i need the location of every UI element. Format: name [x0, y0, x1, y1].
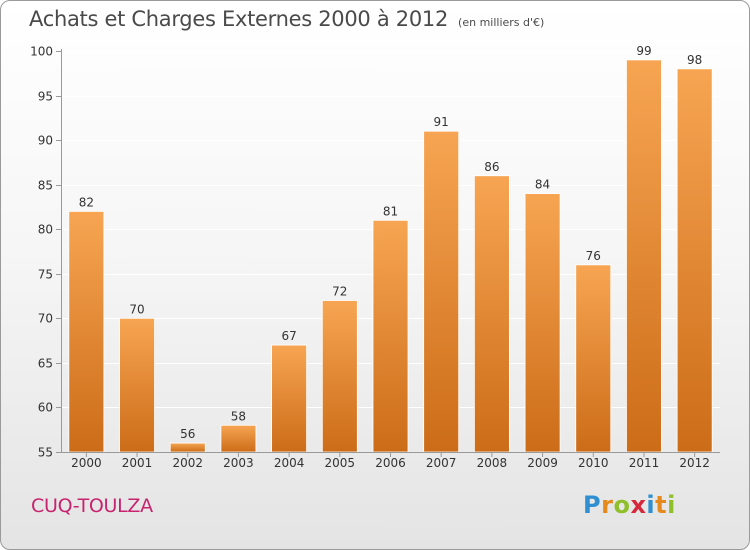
y-tick-label: 95: [38, 90, 53, 104]
data-label: 99: [636, 44, 651, 58]
x-tick-label: 2003: [223, 456, 254, 470]
bar-2010: [575, 264, 612, 453]
commune-name: CUQ-TOULZA: [31, 495, 153, 517]
y-tick-label: 100: [30, 45, 53, 59]
y-tick-label: 85: [38, 179, 53, 193]
x-tick-label: 2006: [375, 456, 406, 470]
data-label: 76: [586, 249, 601, 263]
data-label: 67: [281, 329, 296, 343]
x-tick-label: 2005: [325, 456, 356, 470]
bar-2007: [423, 130, 460, 453]
bar-2005: [321, 300, 358, 453]
x-tick-label: 2009: [527, 456, 558, 470]
x-tick-label: 2001: [122, 456, 153, 470]
y-tick-label: 60: [38, 401, 53, 415]
y-tick-label: 80: [38, 223, 53, 237]
data-label: 58: [231, 409, 246, 423]
x-tick-label: 2011: [629, 456, 660, 470]
x-tick-label: 2007: [426, 456, 457, 470]
data-label: 72: [332, 285, 347, 299]
chart-title-text: Achats et Charges Externes 2000 à 2012: [29, 7, 449, 31]
data-label: 82: [79, 195, 94, 209]
x-tick-label: 2004: [274, 456, 305, 470]
x-tick-label: 2000: [71, 456, 102, 470]
y-tick-label: 55: [38, 446, 53, 460]
data-label: 98: [687, 53, 702, 67]
data-label: 56: [180, 427, 195, 441]
bar-2008: [473, 175, 510, 453]
bar-2009: [524, 193, 561, 453]
y-tick-label: 75: [38, 268, 53, 282]
y-tick-label: 65: [38, 357, 53, 371]
chart-title: Achats et Charges Externes 2000 à 2012 (e…: [29, 7, 544, 31]
x-tick-label: 2002: [172, 456, 203, 470]
y-tick-label: 70: [38, 312, 53, 326]
data-label: 70: [129, 302, 144, 316]
bar-2011: [626, 59, 662, 453]
data-label: 86: [484, 160, 499, 174]
y-tick-label: 90: [38, 134, 53, 148]
bar-2006: [372, 219, 409, 453]
bar-2001: [119, 317, 155, 453]
x-tick-label: 2012: [679, 456, 710, 470]
bar-2000: [68, 210, 105, 453]
bar-2002: [169, 442, 206, 453]
x-tick-label: 2008: [477, 456, 508, 470]
bar-2004: [271, 344, 308, 453]
x-tick-label: 2010: [578, 456, 609, 470]
data-labels: 82 70 56 58 67 72 81 91 86 84 76 99 98: [79, 44, 703, 441]
data-label: 84: [535, 178, 550, 192]
data-label: 81: [383, 204, 398, 218]
proxiti-logo: Proxiti: [583, 491, 676, 519]
data-label: 91: [434, 115, 449, 129]
bars: [68, 59, 713, 453]
bar-2012: [676, 68, 713, 453]
bar-2003: [220, 424, 257, 453]
chart-subtitle: (en milliers d'€): [458, 16, 545, 29]
axes: 55 60 65 70 75 80 85 90 95 100 2000 2001 2002 2003 200…: [30, 45, 720, 470]
